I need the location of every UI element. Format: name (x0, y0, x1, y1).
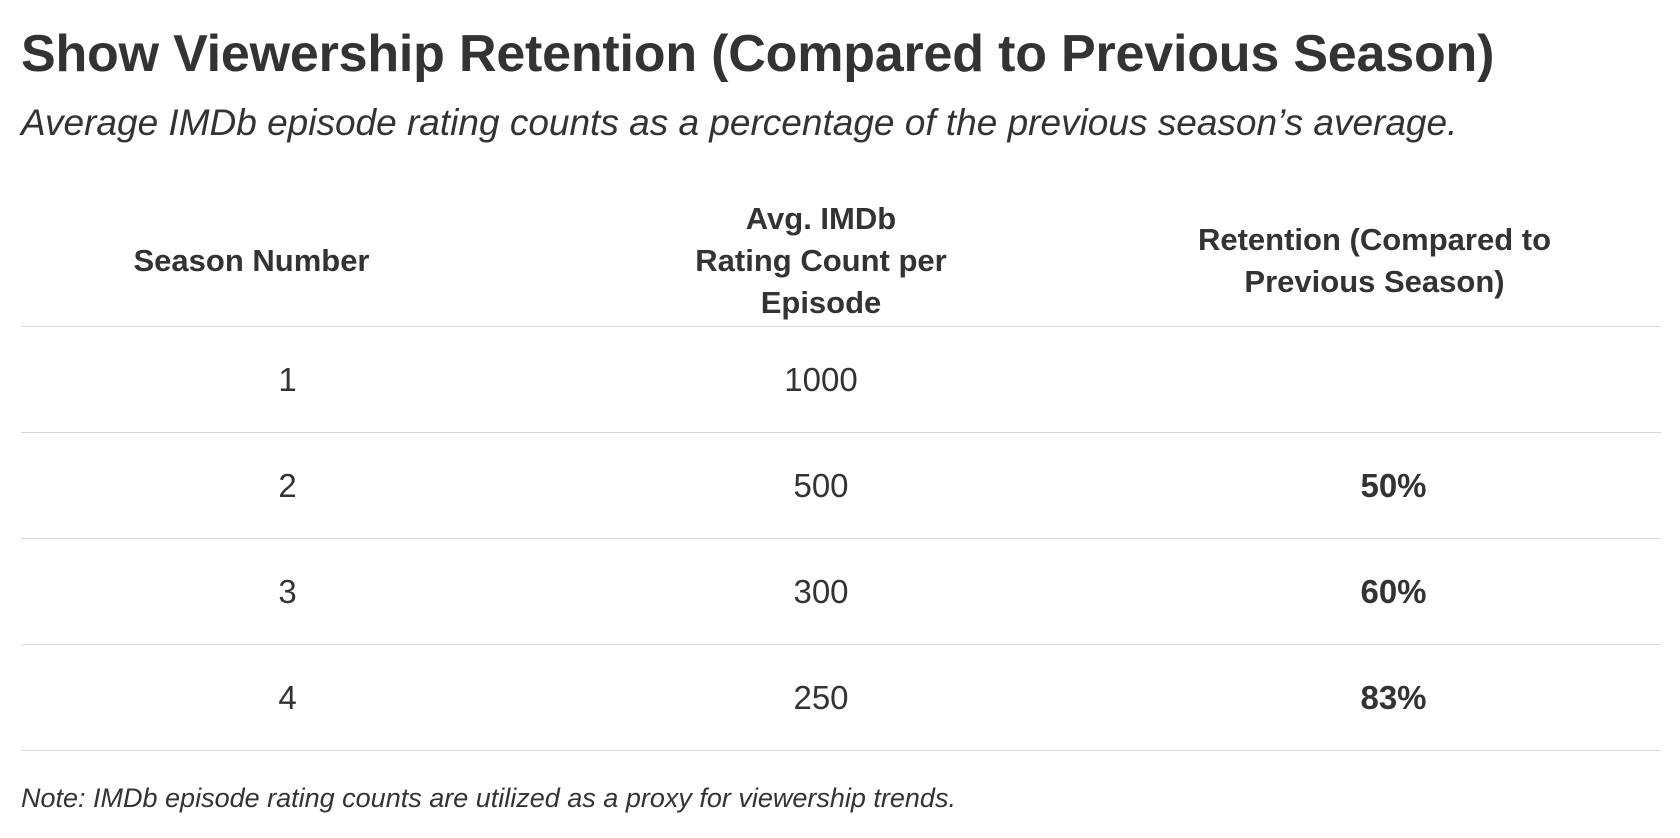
season-number-cell: 4 (21, 644, 554, 751)
season-number-cell: 1 (21, 326, 554, 433)
column-header-retention: Retention (Compared to Previous Season) (1088, 196, 1661, 327)
retention-cell: 50% (1088, 432, 1661, 539)
page-subtitle: Average IMDb episode rating counts as a … (21, 102, 1458, 143)
rating-count-cell: 300 (554, 538, 1088, 645)
retention-table: Season Number Avg. IMDb Rating Count per… (21, 196, 1661, 751)
rating-count-cell: 500 (554, 432, 1088, 539)
table-header-row: Season Number Avg. IMDb Rating Count per… (21, 196, 1661, 327)
table-row: 2 500 50% (21, 432, 1661, 539)
table-row: 3 300 60% (21, 538, 1661, 645)
season-number-cell: 2 (21, 432, 554, 539)
rating-count-cell: 1000 (554, 326, 1088, 433)
table-row: 1 1000 (21, 326, 1661, 433)
table-row: 4 250 83% (21, 644, 1661, 751)
retention-cell: 83% (1088, 644, 1661, 751)
season-number-cell: 3 (21, 538, 554, 645)
retention-cell (1088, 326, 1661, 433)
column-header-rating-count: Avg. IMDb Rating Count per Episode (554, 196, 1088, 327)
footnote: Note: IMDb episode rating counts are uti… (21, 783, 956, 813)
retention-cell: 60% (1088, 538, 1661, 645)
page-title: Show Viewership Retention (Compared to P… (21, 25, 1495, 83)
column-header-season: Season Number (21, 196, 554, 327)
rating-count-cell: 250 (554, 644, 1088, 751)
